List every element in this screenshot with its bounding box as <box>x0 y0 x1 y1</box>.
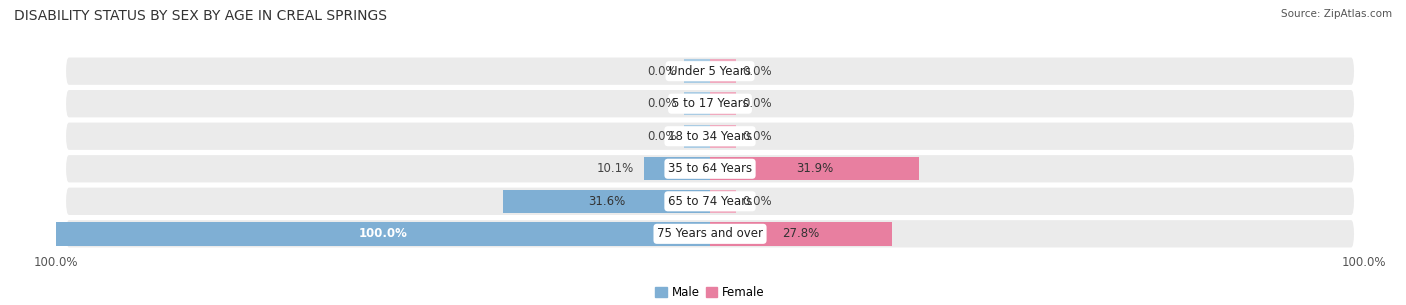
Bar <box>644 157 710 181</box>
Text: DISABILITY STATUS BY SEX BY AGE IN CREAL SPRINGS: DISABILITY STATUS BY SEX BY AGE IN CREAL… <box>14 9 387 23</box>
FancyBboxPatch shape <box>66 220 1354 247</box>
Text: 100.0%: 100.0% <box>359 227 408 240</box>
Text: 65 to 74 Years: 65 to 74 Years <box>668 195 752 208</box>
Text: 31.9%: 31.9% <box>796 162 832 175</box>
FancyBboxPatch shape <box>66 155 1354 182</box>
Bar <box>710 190 737 213</box>
Bar <box>503 190 710 213</box>
Text: 75 Years and over: 75 Years and over <box>657 227 763 240</box>
Text: 10.1%: 10.1% <box>598 162 634 175</box>
Text: 0.0%: 0.0% <box>742 65 772 78</box>
Bar <box>683 59 710 83</box>
Text: 0.0%: 0.0% <box>648 65 678 78</box>
Bar <box>683 92 710 115</box>
Bar <box>56 222 710 246</box>
FancyBboxPatch shape <box>66 58 1354 85</box>
Text: 18 to 34 Years: 18 to 34 Years <box>668 130 752 143</box>
Text: 0.0%: 0.0% <box>648 97 678 110</box>
Bar <box>710 157 918 181</box>
Text: 27.8%: 27.8% <box>782 227 820 240</box>
Bar <box>710 92 737 115</box>
Bar <box>710 59 737 83</box>
FancyBboxPatch shape <box>66 188 1354 215</box>
FancyBboxPatch shape <box>66 90 1354 117</box>
Text: 5 to 17 Years: 5 to 17 Years <box>672 97 748 110</box>
FancyBboxPatch shape <box>66 123 1354 150</box>
Bar <box>710 124 737 148</box>
Legend: Male, Female: Male, Female <box>655 286 765 299</box>
Text: 0.0%: 0.0% <box>742 195 772 208</box>
Bar <box>710 222 891 246</box>
Bar <box>683 124 710 148</box>
Text: Under 5 Years: Under 5 Years <box>669 65 751 78</box>
Text: 0.0%: 0.0% <box>742 130 772 143</box>
Text: 31.6%: 31.6% <box>588 195 626 208</box>
Text: 35 to 64 Years: 35 to 64 Years <box>668 162 752 175</box>
Text: Source: ZipAtlas.com: Source: ZipAtlas.com <box>1281 9 1392 19</box>
Text: 0.0%: 0.0% <box>648 130 678 143</box>
Text: 0.0%: 0.0% <box>742 97 772 110</box>
